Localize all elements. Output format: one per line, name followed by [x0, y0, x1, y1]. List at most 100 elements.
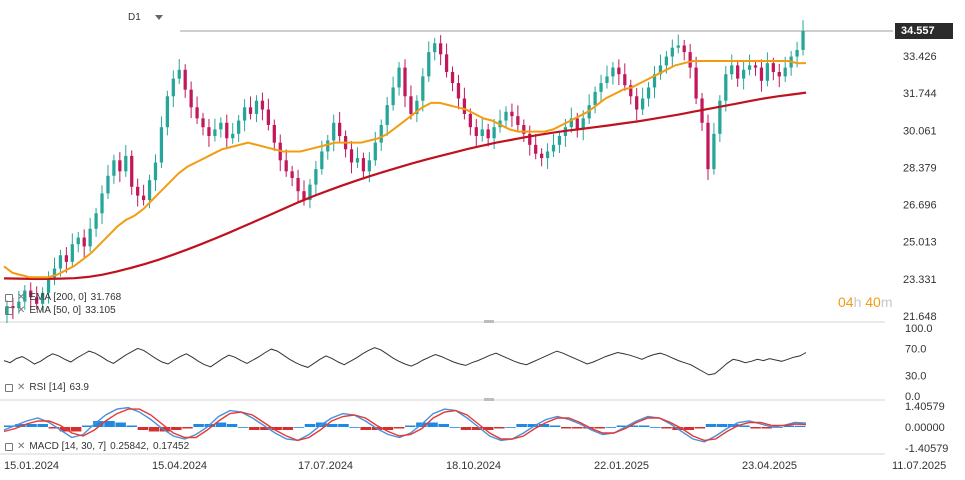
candle	[747, 54, 752, 76]
macd-histogram-bar	[15, 424, 26, 427]
macd-histogram-bar	[572, 427, 583, 429]
macd-histogram-bar	[237, 427, 249, 428]
ema50-legend[interactable]: ✕ EMA [50, 0] 33.105	[5, 305, 116, 316]
candle-body	[326, 140, 330, 152]
candle	[409, 85, 413, 120]
candle-body	[421, 76, 425, 101]
candle	[652, 66, 657, 99]
macd-histogram-bar	[215, 422, 227, 427]
candle	[741, 61, 746, 90]
candle	[171, 70, 175, 108]
candle-body	[355, 158, 360, 163]
candle-body	[379, 124, 383, 143]
candle-body	[611, 67, 615, 77]
candle	[474, 119, 478, 147]
candle-body	[64, 255, 69, 262]
price-axis-tick: 21.648	[903, 311, 937, 323]
candle-body	[551, 144, 556, 152]
chevron-down-icon[interactable]	[154, 15, 163, 20]
candle	[403, 59, 407, 108]
candle	[124, 145, 128, 177]
candle	[153, 154, 158, 191]
candle	[724, 66, 728, 112]
candle-body	[427, 52, 431, 77]
candle	[759, 59, 764, 92]
candle-body	[545, 151, 550, 159]
candle	[183, 64, 187, 98]
ema200-legend[interactable]: ✕ EMA [200, 0] 31.768	[5, 292, 121, 303]
candle	[510, 103, 514, 127]
indicator-settings-icon[interactable]	[5, 442, 13, 451]
candle-body	[658, 65, 663, 75]
candle	[314, 160, 318, 196]
candle-body	[510, 111, 514, 117]
candle-body	[528, 133, 532, 145]
macd-histogram-bar	[182, 427, 193, 429]
candle	[35, 286, 39, 310]
macd-histogram-bar	[594, 427, 605, 429]
macd-histogram-bar	[249, 427, 260, 430]
macd-histogram-bar	[471, 427, 483, 430]
candle	[242, 99, 247, 132]
rsi-legend[interactable]: ✕ RSI [14] 63.9	[5, 382, 89, 393]
candle-body	[646, 87, 651, 99]
candle	[130, 150, 134, 195]
candle	[801, 20, 805, 56]
candle	[159, 116, 164, 169]
candle-body	[165, 96, 170, 128]
candle-body	[540, 153, 544, 159]
macd-legend[interactable]: ✕ MACD [14, 30, 7] 0.25842, 0.17452	[5, 441, 189, 452]
candle	[718, 95, 722, 142]
macd-histogram-bar	[605, 427, 617, 428]
close-icon[interactable]: ✕	[17, 292, 26, 303]
close-icon[interactable]: ✕	[17, 441, 26, 452]
pane-resize-handle	[484, 398, 494, 401]
candle-body	[557, 136, 562, 145]
candle	[52, 257, 57, 286]
indicator-settings-icon[interactable]	[5, 293, 13, 302]
candle-body	[415, 100, 419, 114]
candle-body	[444, 54, 449, 72]
candle	[112, 154, 116, 184]
candle-body	[433, 43, 437, 53]
indicator-settings-icon[interactable]	[5, 383, 13, 392]
macd-histogram-bar	[460, 427, 472, 430]
close-icon[interactable]: ✕	[17, 305, 26, 316]
candle	[308, 179, 312, 209]
candle	[94, 207, 98, 237]
candle-body	[219, 122, 223, 130]
candle	[504, 106, 508, 129]
candle	[640, 87, 645, 116]
macd-histogram-bar	[338, 424, 349, 427]
candle	[195, 96, 199, 124]
price-axis-tick: 28.379	[903, 162, 937, 174]
close-icon[interactable]: ✕	[17, 382, 26, 393]
macd-histogram-bar	[349, 427, 360, 428]
candle-body	[177, 69, 181, 79]
indicator-settings-icon[interactable]	[5, 306, 13, 315]
candle-body	[403, 67, 407, 97]
timeframe-selector[interactable]: D1	[128, 12, 163, 23]
candle	[278, 134, 282, 172]
candle-body	[516, 116, 520, 125]
candle	[361, 152, 366, 180]
candle-body	[450, 71, 455, 84]
candle-body	[492, 127, 496, 139]
candle	[219, 117, 223, 138]
candle	[629, 79, 633, 105]
candle-body	[290, 171, 294, 178]
candle-body	[17, 301, 21, 309]
candle-body	[284, 160, 288, 172]
candle-body	[338, 122, 342, 137]
candle	[118, 152, 122, 183]
rsi-axis-tick: 30.0	[905, 371, 926, 383]
price-axis-tick: 30.061	[903, 125, 937, 137]
macd-histogram-bar	[683, 427, 695, 430]
candle	[237, 115, 241, 142]
candle-body	[753, 65, 758, 68]
candle	[433, 37, 437, 61]
candle	[23, 285, 27, 310]
countdown-minutes: 40	[865, 294, 881, 310]
timeframe-label[interactable]: D1	[128, 12, 141, 23]
